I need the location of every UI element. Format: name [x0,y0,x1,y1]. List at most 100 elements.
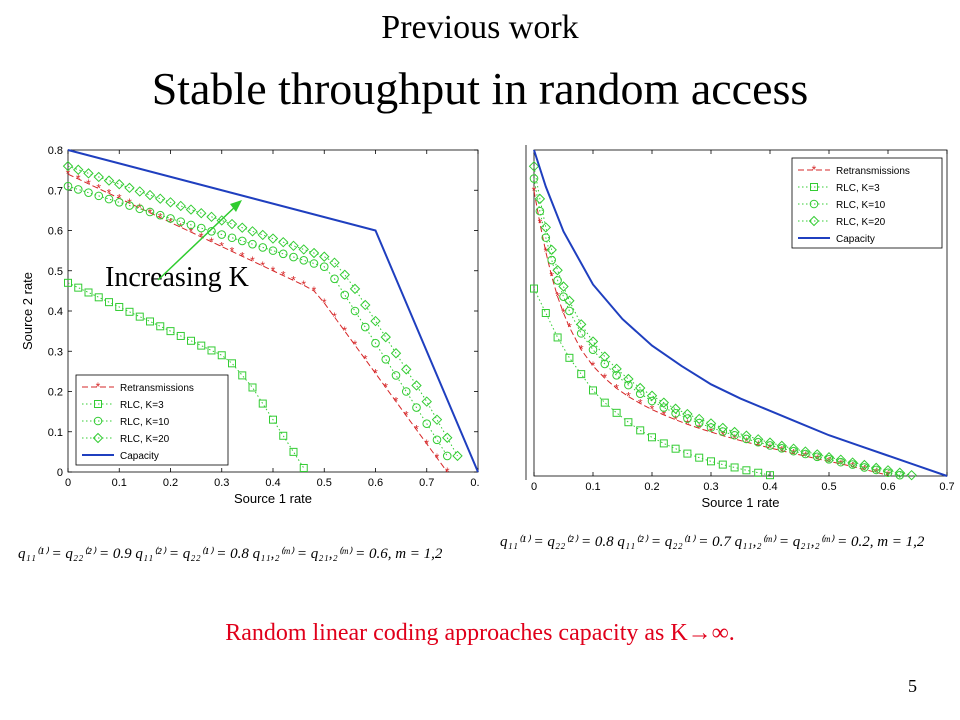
data-point: * [549,269,554,283]
data-point [146,317,154,326]
legend: * Retransmissions RLC, K=3 RLC, K=10 RLC, K=… [791,157,943,249]
data-point [248,383,257,392]
data-point [717,422,729,434]
data-point [624,418,633,427]
data-point [319,262,329,272]
data-point [707,457,715,466]
data-point [247,226,258,237]
data-point [824,454,834,464]
data-point [535,206,545,216]
data-point: * [414,423,419,437]
data-point [801,449,810,459]
series-rlc-k-10 [529,174,905,480]
data-point [267,233,279,244]
data-point [753,437,763,447]
data-point [258,243,268,252]
data-point [269,415,277,424]
data-point [412,403,421,412]
y-tick-label: 0.4 [48,306,63,318]
data-point: * [650,403,655,417]
data-point [871,465,881,475]
x-tick-label: 0.8 [470,477,480,489]
data-point [636,426,645,435]
data-point: * [66,167,71,181]
data-point [144,189,156,201]
series-rlc-k-20 [62,160,463,462]
data-point [529,174,539,183]
data-point: * [107,186,112,200]
data-point [611,363,622,375]
data-point [658,397,670,408]
data-point [742,434,751,444]
data-point [623,373,634,385]
y-tick-label: 0.1 [48,427,63,439]
data-point [299,463,308,472]
data-point [206,211,217,223]
x-tick-label: 0.2 [644,481,659,493]
data-point [84,288,93,297]
legend-marker [92,432,104,444]
data-point [587,336,599,347]
data-point [134,186,145,197]
data-point [635,389,645,398]
y-tick-label: 0.7 [48,185,63,197]
data-point [836,457,846,467]
data-point [848,460,857,469]
series-line [67,282,305,469]
data-point [278,249,288,259]
legend-label: RLC, K=3 [836,183,880,194]
data-point [894,467,906,478]
x-tick-label: 0.6 [880,481,895,493]
data-point [634,382,646,394]
data-point [600,398,609,407]
data-point [589,386,597,395]
data-point [648,433,656,442]
data-point: * [240,249,245,263]
data-point [217,351,226,360]
data-point [870,462,882,474]
data-point [289,447,298,456]
data-point [730,463,739,472]
data-point: * [561,306,566,320]
data-point [401,387,411,396]
data-point: * [189,225,194,239]
legend-label: RLC, K=10 [836,200,886,211]
data-point: * [76,172,81,186]
data-point [237,222,248,233]
y-axis-label: Source 2 rate [20,272,35,350]
data-point [442,432,453,443]
data-point [671,408,680,418]
data-point: * [260,259,265,273]
series-capacity [533,149,948,477]
data-point [647,396,657,406]
data-point [612,371,621,380]
data-point [530,284,538,293]
series-rlc-k-3 [64,278,308,472]
data-point [248,239,257,249]
y-tick-label: 0.8 [48,145,63,157]
data-point: * [137,201,142,215]
data-point: * [250,254,255,268]
data-point [166,214,175,223]
data-point [268,246,278,255]
data-point: * [332,310,337,324]
data-point: * [602,371,607,385]
data-point: * [614,381,619,395]
data-point: * [538,216,543,230]
data-point [207,227,216,236]
page-number: 5 [908,676,917,696]
x-tick-label: 0.6 [368,477,383,489]
data-point [599,351,611,362]
data-point: * [567,320,572,334]
x-tick-label: 0.5 [317,477,332,489]
data-point [238,371,247,380]
series-line [533,288,771,476]
data-point: * [661,408,666,422]
legend-label: Capacity [836,234,875,245]
x-tick-label: 0 [531,481,537,493]
data-point [155,193,166,204]
data-point [882,465,894,476]
data-point [730,430,739,440]
data-point [541,233,551,242]
